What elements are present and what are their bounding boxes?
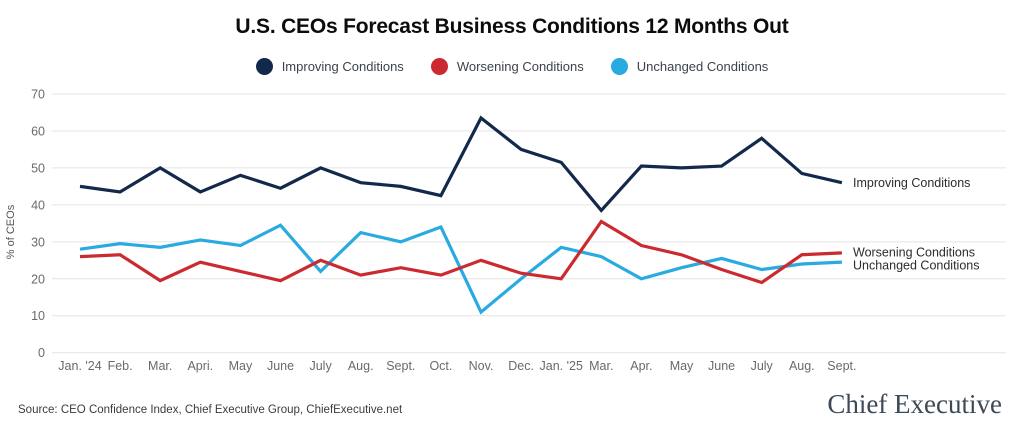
x-tick-label: Jan. '24 [58, 359, 101, 373]
y-tick-label: 20 [31, 272, 45, 286]
x-tick-label: Dec. [508, 359, 534, 373]
source-note: Source: CEO Confidence Index, Chief Exec… [18, 404, 403, 416]
series-end-label: Worsening Conditions [853, 245, 975, 259]
x-tick-label: Aug. [789, 359, 815, 373]
x-tick-label: May [670, 359, 694, 373]
chief-executive-logo: Chief Executive [827, 389, 1002, 419]
x-tick-label: Mar. [589, 359, 613, 373]
x-tick-label: Nov. [469, 359, 494, 373]
legend-item-worsening: Worsening Conditions [430, 58, 584, 75]
series-line-improving-conditions [79, 115, 843, 213]
x-tick-label: Jan. '25 [540, 359, 583, 373]
x-tick-label: July [751, 359, 774, 373]
legend-item-unchanged: Unchanged Conditions [610, 58, 769, 75]
legend-label: Unchanged Conditions [636, 59, 769, 74]
x-tick-label: June [267, 359, 294, 373]
improving-dot-icon [255, 58, 273, 75]
x-tick-label: Sept. [827, 359, 856, 373]
chart-legend: Improving Conditions Worsening Condition… [0, 58, 1024, 75]
series-line-unchanged-conditions [79, 223, 842, 315]
x-tick-label: Aug. [348, 359, 374, 373]
x-tick-label: Apri. [187, 359, 213, 373]
y-tick-label: 30 [31, 235, 45, 249]
legend-label: Worsening Conditions [456, 59, 584, 74]
y-tick-label: 10 [31, 309, 45, 323]
x-tick-label: July [309, 359, 332, 373]
series-end-label: Unchanged Conditions [853, 259, 979, 273]
unchanged-dot-icon [610, 58, 628, 75]
y-axis-label: % of CEOs [5, 204, 17, 259]
x-tick-label: Sept. [386, 359, 415, 373]
x-tick-label: Oct. [429, 359, 452, 373]
line-chart: 0 10 20 30 40 50 60 70 Jan. '24 Feb. Mar. Apri. May J… [5, 87, 1006, 373]
y-tick-label: 50 [31, 161, 45, 175]
y-tick-label: 40 [31, 198, 45, 212]
legend-item-improving: Improving Conditions [255, 58, 404, 75]
x-tick-label: Apr. [630, 359, 652, 373]
y-tick-label: 60 [31, 124, 45, 138]
x-tick-label: May [229, 359, 253, 373]
x-tick-label: Feb. [108, 359, 133, 373]
series-line-worsening-conditions [79, 219, 842, 285]
y-tick-label: 0 [38, 346, 45, 360]
series-end-label: Improving Conditions [853, 176, 970, 190]
x-tick-label: June [708, 359, 735, 373]
worsening-dot-icon [430, 58, 448, 75]
legend-label: Improving Conditions [281, 59, 404, 74]
chart-title: U.S. CEOs Forecast Business Conditions 1… [235, 15, 789, 38]
x-tick-label: Mar. [148, 359, 172, 373]
y-tick-label: 70 [31, 87, 45, 101]
